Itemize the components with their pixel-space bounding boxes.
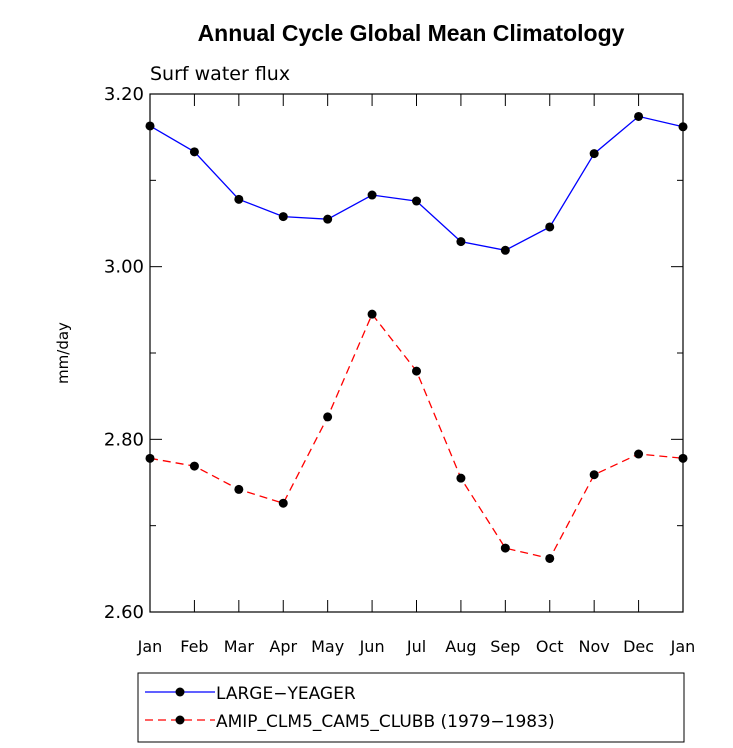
series-1-point bbox=[323, 412, 333, 422]
x-tick-label: Apr bbox=[269, 637, 297, 656]
x-tick-label: Nov bbox=[579, 637, 610, 656]
legend-box bbox=[137, 672, 685, 743]
series-0-point bbox=[412, 196, 421, 206]
chart-subtitle: Surf water flux bbox=[150, 63, 290, 85]
series-line-1 bbox=[149, 312, 684, 560]
legend-marker-large-yeager bbox=[175, 687, 185, 697]
series-layer bbox=[145, 111, 688, 563]
series-0-point bbox=[323, 214, 333, 224]
legend-label-large-yeager: LARGE−YEAGER bbox=[216, 684, 356, 704]
series-line-0 bbox=[149, 115, 684, 251]
x-tick-label: Jul bbox=[406, 637, 426, 656]
plot-frame bbox=[149, 93, 684, 613]
series-1-point bbox=[234, 484, 244, 494]
y-tick-label: 2.60 bbox=[104, 602, 144, 623]
x-tick-label: Dec bbox=[623, 637, 654, 656]
series-0-point bbox=[189, 147, 199, 157]
series-1-point bbox=[678, 453, 688, 463]
y-tick-label: 3.20 bbox=[104, 84, 144, 105]
y-tick-label: 2.80 bbox=[104, 429, 144, 450]
series-0-point bbox=[234, 194, 244, 204]
chart-title: Annual Cycle Global Mean Climatology bbox=[198, 20, 625, 46]
series-0-point bbox=[456, 237, 466, 247]
y-tick-label: 3.00 bbox=[104, 257, 144, 278]
series-0-point bbox=[545, 222, 555, 232]
series-1-point bbox=[500, 543, 510, 553]
series-1-point bbox=[456, 473, 466, 483]
legend: LARGE−YEAGER AMIP_CLM5_CAM5_CLUBB (1979−… bbox=[137, 672, 685, 743]
series-1-point bbox=[412, 366, 421, 376]
series-0-point bbox=[278, 212, 288, 222]
x-tick-label: Aug bbox=[445, 637, 476, 656]
legend-label-amip: AMIP_CLM5_CAM5_CLUBB (1979−1983) bbox=[216, 712, 555, 732]
legend-marker-amip bbox=[175, 715, 185, 725]
x-axis-ticks: Jan Feb Mar Apr May Jun Jul Aug Sep Oct Nov Dec Jan bbox=[137, 94, 696, 656]
series-1-point bbox=[278, 498, 288, 508]
series-0-point bbox=[500, 245, 510, 255]
series-1-point bbox=[189, 461, 199, 471]
x-tick-label: Sep bbox=[490, 637, 520, 656]
y-axis-label: mm/day bbox=[54, 322, 72, 384]
series-0-point bbox=[367, 190, 377, 200]
series-0-point bbox=[678, 122, 688, 132]
x-tick-label: May bbox=[311, 637, 344, 656]
x-tick-label: Jan bbox=[670, 637, 696, 656]
series-1-point bbox=[634, 449, 644, 459]
series-1-point bbox=[545, 553, 555, 563]
series-1-point bbox=[145, 453, 155, 463]
series-1-point bbox=[589, 470, 599, 480]
series-1-point bbox=[367, 309, 377, 319]
series-0-point bbox=[589, 149, 599, 159]
series-0-point bbox=[634, 111, 644, 121]
series-0-point bbox=[145, 121, 155, 131]
x-tick-label: Mar bbox=[224, 637, 255, 656]
x-tick-label: Oct bbox=[536, 637, 564, 656]
x-tick-label: Feb bbox=[180, 637, 208, 656]
y-axis-ticks: 2.60 2.80 3.00 3.20 bbox=[104, 84, 683, 623]
x-tick-label: Jan bbox=[137, 637, 163, 656]
x-tick-label: Jun bbox=[359, 637, 385, 656]
